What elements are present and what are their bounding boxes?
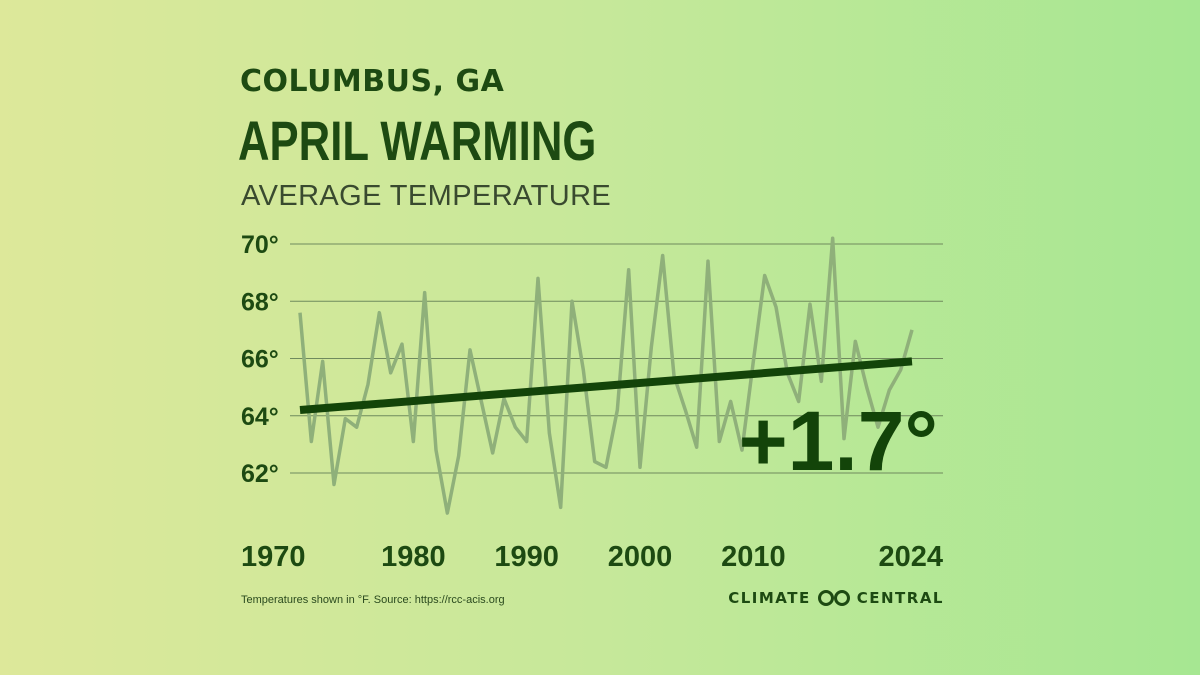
temperature-change-label: +1.7° [739, 394, 938, 488]
footnote: Temperatures shown in °F. Source: https:… [241, 594, 505, 606]
x-axis-ticks: 1970 1980 1990 2000 2010 2024 [241, 541, 943, 573]
x-tick-label-1990: 1990 [494, 541, 559, 573]
x-tick-label-1970: 1970 [241, 541, 306, 573]
chart-subtitle: AVERAGE TEMPERATURE [241, 180, 612, 212]
location-title: COLUMBUS, GA [240, 64, 505, 99]
infinity-logo-icon [817, 590, 850, 606]
brand-left-text: CLIMATE [728, 589, 811, 607]
chart-title: APRIL WARMING [238, 109, 597, 172]
brand-logo: CLIMATE CENTRAL [728, 589, 944, 607]
series-line-april-temp [298, 236, 914, 515]
brand-right-text: CENTRAL [856, 589, 944, 607]
x-tick-label-2000: 2000 [608, 541, 673, 573]
y-tick-label-66: 66° [241, 346, 279, 374]
y-tick-label-62: 62° [241, 460, 279, 488]
y-axis-ticks: 62° 64° 66° 68° 70° [241, 231, 279, 488]
y-tick-label-70: 70° [241, 231, 279, 259]
x-tick-label-1980: 1980 [381, 541, 446, 573]
y-tick-label-64: 64° [241, 403, 279, 431]
trend-line [299, 357, 913, 415]
y-tick-label-68: 68° [241, 288, 279, 316]
series-layer [298, 236, 914, 515]
x-tick-label-2024: 2024 [878, 541, 943, 573]
x-tick-label-2010: 2010 [721, 541, 786, 573]
